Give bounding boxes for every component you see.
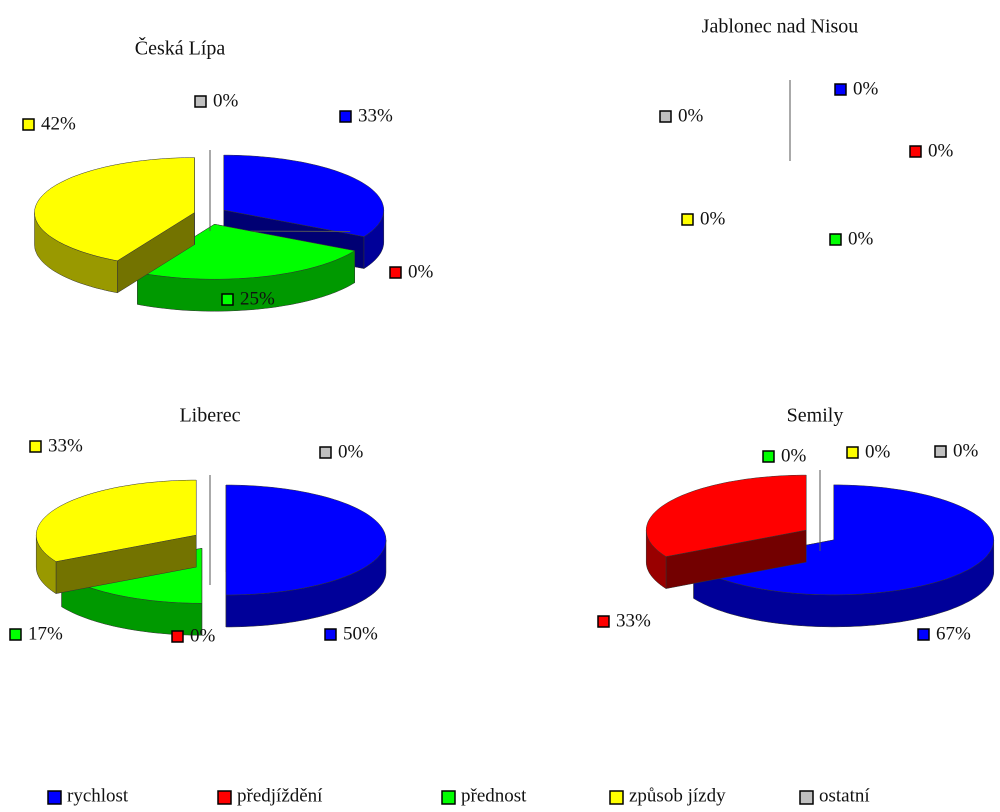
chart-title: Jablonec nad Nisou: [702, 16, 859, 38]
data-label: 67%: [936, 623, 971, 644]
data-label: 50%: [343, 623, 378, 644]
data-label: 33%: [48, 435, 83, 456]
label-marker: [934, 445, 947, 458]
label-marker: [29, 440, 42, 453]
legend-label: ostatní: [819, 785, 870, 806]
label-marker: [762, 450, 775, 463]
legend-swatch: [799, 790, 814, 805]
legend-swatch: [217, 790, 232, 805]
data-label: 0%: [865, 441, 891, 462]
label-marker: [171, 630, 184, 643]
pie-slice: [34, 157, 195, 294]
label-marker: [389, 266, 402, 279]
data-label: 0%: [190, 625, 216, 646]
data-label: 0%: [338, 441, 364, 462]
label-marker: [194, 95, 207, 108]
data-label: 0%: [848, 228, 874, 249]
pie-slice: [645, 474, 807, 590]
legend-label: přednost: [461, 785, 527, 806]
label-marker: [909, 145, 922, 158]
data-label: 0%: [953, 440, 979, 461]
label-marker: [9, 628, 22, 641]
label-marker: [834, 83, 847, 96]
label-marker: [681, 213, 694, 226]
data-label: 33%: [616, 610, 651, 631]
data-label: 0%: [213, 90, 239, 111]
slice-top: [35, 479, 197, 562]
label-marker: [846, 446, 859, 459]
slice-top: [645, 474, 807, 557]
slice-top: [223, 154, 385, 237]
legend-swatch: [609, 790, 624, 805]
slice-top: [136, 223, 356, 280]
chart-title: Semily: [787, 405, 844, 427]
label-marker: [597, 615, 610, 628]
data-label: 33%: [358, 105, 393, 126]
legend-swatch: [441, 790, 456, 805]
slice-top: [225, 484, 387, 596]
label-marker: [221, 293, 234, 306]
data-label: 0%: [928, 140, 954, 161]
chart-title: Česká Lípa: [135, 36, 226, 60]
data-label: 0%: [678, 105, 704, 126]
chart-title: Liberec: [179, 405, 240, 427]
label-marker: [339, 110, 352, 123]
label-marker: [319, 446, 332, 459]
pie-slice: [35, 479, 197, 595]
label-marker: [659, 110, 672, 123]
pie-slice: [225, 484, 387, 628]
data-label: 42%: [41, 113, 76, 134]
legend-swatch: [47, 790, 62, 805]
data-label: 0%: [700, 208, 726, 229]
data-label: 0%: [781, 445, 807, 466]
label-marker: [829, 233, 842, 246]
label-marker: [324, 628, 337, 641]
pie-slice: [136, 223, 356, 312]
data-label: 17%: [28, 623, 63, 644]
slice-top: [34, 157, 195, 262]
data-label: 0%: [853, 78, 879, 99]
legend-label: předjíždění: [237, 785, 323, 806]
label-marker: [22, 118, 35, 131]
data-label: 25%: [240, 288, 275, 309]
label-marker: [917, 628, 930, 641]
legend-label: rychlost: [67, 785, 129, 806]
legend-label: způsob jízdy: [629, 785, 726, 806]
data-label: 0%: [408, 261, 434, 282]
